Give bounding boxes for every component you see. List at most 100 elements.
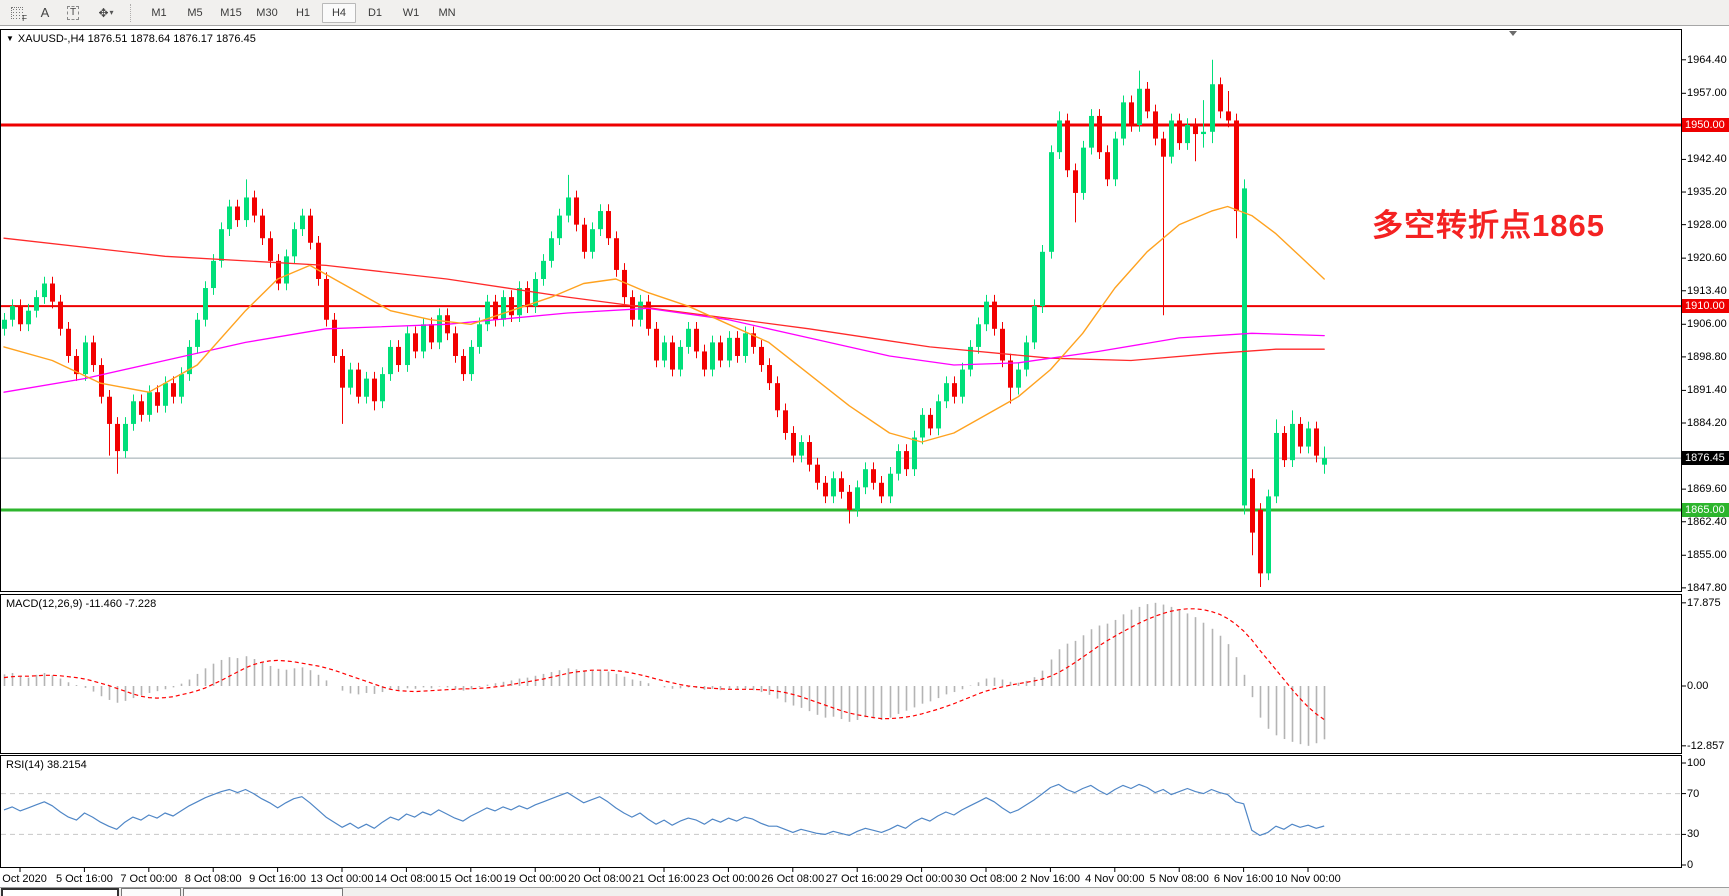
candle-body	[960, 369, 965, 397]
candle-body	[26, 310, 31, 325]
cursor-tools-icon[interactable]: ✥ ▾	[98, 5, 114, 20]
candle-body	[879, 482, 884, 497]
candle-body	[163, 383, 168, 406]
price-tick-label: 1855.00	[1687, 549, 1727, 562]
candle-body	[123, 423, 128, 452]
candle-body	[115, 423, 120, 452]
timeframe-button-h1[interactable]: H1	[295, 6, 311, 19]
candle-body	[1177, 120, 1182, 144]
price-tick-label: 1869.60	[1687, 483, 1727, 496]
candle-body	[405, 333, 410, 366]
candle-body	[1201, 131, 1206, 135]
candle-body	[1073, 170, 1078, 193]
timeframe-button-h4[interactable]: H4	[322, 2, 356, 23]
macd-tick-label: 0.00	[1687, 680, 1709, 692]
date-tick-label: 5 Oct 16:00	[55, 873, 113, 885]
timeframe-button-m5[interactable]: M5	[187, 6, 203, 19]
timeframe-button-m15[interactable]: M15	[220, 6, 242, 19]
rsi-line	[3, 783, 1325, 837]
candle-body	[1129, 102, 1134, 125]
candle-body	[388, 346, 393, 375]
candle-body	[549, 238, 554, 261]
candle-body	[598, 211, 603, 230]
candle-body	[1065, 120, 1070, 171]
price-tick-label: 1942.40	[1687, 153, 1727, 166]
macd-signal-line	[3, 608, 1325, 721]
date-tick-label: 2 Nov 16:00	[1020, 873, 1081, 885]
rsi-tick-label: 100	[1687, 757, 1706, 769]
candle-body	[694, 328, 699, 352]
candle-body	[292, 229, 297, 257]
price-tick-label: 1920.60	[1687, 252, 1727, 265]
candle-body	[517, 288, 522, 316]
candle-body	[1081, 147, 1086, 193]
text-box-icon[interactable]: T	[62, 3, 84, 23]
candle-body	[1032, 306, 1037, 343]
candle-body	[912, 437, 917, 470]
chart-tab[interactable]	[121, 888, 181, 896]
date-tick-label: 8 Oct 08:00	[184, 873, 242, 885]
date-tick-label: 14 Oct 08:00	[374, 873, 438, 885]
timeframe-button-w1[interactable]: W1	[402, 6, 420, 19]
candle-body	[461, 355, 466, 375]
candle-body	[557, 215, 562, 239]
candle-body	[678, 346, 683, 370]
candle-body	[340, 355, 345, 388]
date-tick-label: 6 Nov 16:00	[1213, 873, 1274, 885]
timeframe-button-mn[interactable]: MN	[438, 6, 456, 19]
candle-body	[219, 229, 224, 261]
candle-body	[324, 278, 329, 320]
timeframe-button-m30[interactable]: M30	[256, 6, 278, 19]
candle-body	[904, 451, 909, 470]
text-label-icon[interactable]: A	[40, 5, 50, 20]
candle-body	[968, 346, 973, 370]
candle-body	[429, 324, 434, 343]
candle-body	[437, 315, 442, 343]
chevron-down-icon[interactable]: ▾	[109, 8, 114, 17]
candle-body	[718, 342, 723, 361]
candle-body	[1016, 369, 1021, 388]
chart-tab[interactable]	[183, 888, 343, 896]
candle-body	[235, 206, 240, 221]
candle-body	[743, 333, 748, 356]
collapse-triangle-icon[interactable]: ▼	[6, 34, 14, 43]
candle-body	[702, 351, 707, 370]
candle-body	[469, 346, 474, 375]
candle-body	[976, 324, 981, 347]
chart-shift-marker-icon[interactable]	[1509, 31, 1517, 36]
candle-body	[1169, 120, 1174, 157]
chart-annotation-text[interactable]: 多空转折点1865	[1372, 208, 1605, 243]
candle-body	[799, 442, 804, 456]
candle-body	[284, 256, 289, 284]
timeframe-button-d1[interactable]: D1	[367, 6, 383, 19]
candle-body	[66, 328, 71, 356]
chart-tab[interactable]	[1, 888, 119, 896]
candle-body	[195, 319, 200, 347]
rsi-tick-label: 0	[1687, 859, 1694, 871]
candle-body	[710, 342, 715, 370]
candle-body	[1234, 120, 1239, 212]
date-tick-label: 23 Oct 00:00	[696, 873, 760, 885]
chart-tab-bar	[0, 887, 1729, 896]
candle-body	[421, 324, 426, 352]
new-order-grid-icon[interactable]: F	[6, 3, 28, 23]
price-badge-1910.00: 1910.00	[1682, 299, 1729, 314]
candle-body	[727, 337, 732, 361]
candle-body	[888, 473, 893, 497]
date-tick-label: 26 Oct 08:00	[761, 873, 825, 885]
chart-symbol-title: ▼ XAUUSD-,H4 1876.51 1878.64 1876.17 1876…	[6, 33, 256, 45]
timeframe-button-m1[interactable]: M1	[151, 6, 167, 19]
candle-body	[348, 369, 353, 388]
candle-body	[1057, 120, 1062, 153]
candle-body	[1097, 115, 1102, 153]
candle-body	[91, 342, 96, 366]
candle-body	[268, 238, 273, 261]
candle-body	[99, 365, 104, 397]
candle-body	[1274, 432, 1279, 497]
price-badge-1865.00: 1865.00	[1682, 502, 1729, 517]
candle-body	[1000, 328, 1005, 361]
price-tick-label: 1847.80	[1687, 581, 1727, 594]
candle-body	[1218, 84, 1223, 112]
candle-body	[783, 410, 788, 433]
